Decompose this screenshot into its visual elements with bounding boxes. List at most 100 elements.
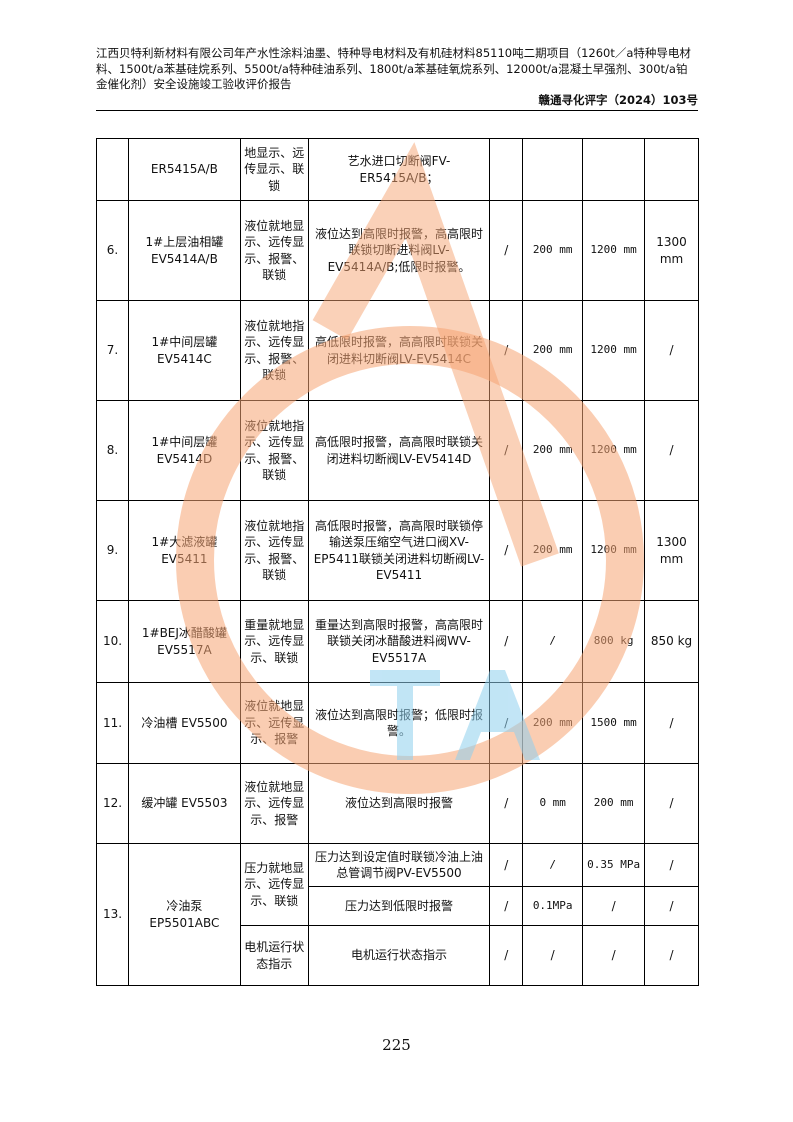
row-number: 9. [96, 500, 129, 601]
row-number: 10. [96, 600, 129, 683]
cell [522, 138, 584, 201]
cell: / [489, 763, 524, 844]
table-row: 13. 冷油泵 EP5501ABC 压力就地显示、远传显示、联锁 压力达到设定值… [96, 843, 699, 986]
table-row: 电机运行状态指示 电机运行状态指示 / / / / [97, 925, 699, 986]
cell: 200 mm [522, 682, 584, 764]
cell: 0.1MPa [522, 886, 584, 926]
control-description: 高低限时报警，高高限时联锁关闭进料切断阀LV-EV5414C [307, 300, 491, 401]
control-description: 电机运行状态指示 [307, 925, 491, 986]
monitoring-type: 液位就地指示、远传显示、报警、联锁 [239, 400, 309, 501]
cell: / [582, 886, 646, 926]
cell [582, 138, 646, 201]
cell: 1300 mm [644, 500, 699, 601]
equipment-name: 1#BEJ冰醋酸罐 EV5517A [127, 600, 241, 683]
cell: / [522, 925, 584, 986]
monitoring-type: 液位就地显示、远传显示、报警 [239, 763, 309, 844]
report-title: 江西贝特利新材料有限公司年产水性涂料油墨、特种导电材料及有机硅材料85110吨二… [96, 46, 691, 91]
control-description: 高低限时报警，高高限时联锁关闭进料切断阀LV-EV5414D [307, 400, 491, 501]
cell: / [489, 682, 524, 764]
equipment-name: 冷油泵 EP5501ABC [127, 843, 241, 986]
cell: 200 mm [522, 500, 584, 601]
cell: 200 mm [522, 300, 584, 401]
equipment-name: 冷油槽 EV5500 [127, 682, 241, 764]
control-description: 艺水进口切断阀FV-ER5415A/B； [307, 138, 491, 201]
cell: 1500 mm [582, 682, 646, 764]
monitoring-type: 地显示、远传显示、联锁 [239, 138, 309, 201]
monitoring-type: 重量就地显示、远传显示、联锁 [239, 600, 309, 683]
table-row: 压力达到低限时报警 / 0.1MPa / / [97, 886, 699, 926]
cell: 1200 mm [582, 500, 646, 601]
monitoring-type: 液位就地指示、远传显示、报警、联锁 [239, 300, 309, 401]
control-description: 液位达到高限时报警，高高限时联锁切断进料阀LV-EV5414A/B;低限时报警。 [307, 200, 491, 301]
cell: 800 kg [582, 600, 646, 683]
cell: / [489, 500, 524, 601]
cell: / [644, 925, 699, 986]
table-row: ER5415A/B 地显示、远传显示、联锁 艺水进口切断阀FV-ER5415A/B； [96, 138, 699, 201]
cell: / [489, 600, 524, 683]
row-number: 11. [96, 682, 129, 764]
safety-interlock-table: ER5415A/B 地显示、远传显示、联锁 艺水进口切断阀FV-ER5415A/B；… [96, 138, 699, 986]
equipment-name: 1#大滤液罐 EV5411 [127, 500, 241, 601]
cell: / [489, 843, 524, 887]
row-number: 13. [96, 843, 129, 986]
table-row: 12. 缓冲罐 EV5503 液位就地显示、远传显示、报警 液位达到高限时报警/0 m… [96, 763, 699, 844]
header-divider [96, 110, 698, 111]
row-number: 6. [96, 200, 129, 301]
cell: 1300 mm [644, 200, 699, 301]
monitoring-type: 电机运行状态指示 [239, 925, 309, 986]
cell [489, 138, 524, 201]
document-number: 赣通寻化评字（2024）103号 [538, 92, 698, 107]
cell: / [644, 763, 699, 844]
cell: 0 mm [522, 763, 584, 844]
cell: / [644, 886, 699, 926]
monitoring-type: 压力就地显示、远传显示、联锁 [239, 843, 309, 926]
row-number: 7. [96, 300, 129, 401]
table-row: 6. 1#上层油相罐 EV5414A/B 液位就地显示、远传显示、报警、联锁 液位达到… [96, 200, 699, 301]
control-description: 高低限时报警，高高限时联锁停输送泵压缩空气进口阀XV-EP5411联锁关闭进料切… [307, 500, 491, 601]
cell: 1200 mm [582, 300, 646, 401]
table-row: 7. 1#中间层罐 EV5414C 液位就地指示、远传显示、报警、联锁 高低限时报警，… [96, 300, 699, 401]
monitoring-type: 液位就地显示、远传显示、报警、联锁 [239, 200, 309, 301]
cell: 1200 mm [582, 200, 646, 301]
cell: / [489, 200, 524, 301]
control-description: 压力达到低限时报警 [307, 886, 491, 926]
cell: 850 kg [644, 600, 699, 683]
monitoring-type: 液位就地显示、远传显示、报警 [239, 682, 309, 764]
table-row: 10. 1#BEJ冰醋酸罐 EV5517A 重量就地显示、远传显示、联锁 重量达到高限… [96, 600, 699, 683]
cell: / [489, 300, 524, 401]
cell [644, 138, 699, 201]
table-row: 8. 1#中间层罐 EV5414D 液位就地指示、远传显示、报警、联锁 高低限时报警，… [96, 400, 699, 501]
report-header: 江西贝特利新材料有限公司年产水性涂料油墨、特种导电材料及有机硅材料85110吨二… [96, 46, 698, 108]
cell: / [644, 400, 699, 501]
row-number: 8. [96, 400, 129, 501]
table-row: 11. 冷油槽 EV5500 液位就地显示、远传显示、报警 液位达到高限时报警；低限时… [96, 682, 699, 764]
control-description: 液位达到高限时报警；低限时报警。 [307, 682, 491, 764]
cell: / [644, 300, 699, 401]
cell: / [644, 843, 699, 887]
equipment-name: 1#中间层罐 EV5414C [127, 300, 241, 401]
cell: / [644, 682, 699, 764]
cell: / [522, 843, 584, 887]
control-description: 液位达到高限时报警 [307, 763, 491, 844]
equipment-name: ER5415A/B [127, 138, 241, 201]
cell: / [489, 886, 524, 926]
cell: 0.35 MPa [582, 843, 646, 887]
equipment-name: 1#中间层罐 EV5414D [127, 400, 241, 501]
cell: / [489, 400, 524, 501]
equipment-name: 1#上层油相罐 EV5414A/B [127, 200, 241, 301]
page-number: 225 [382, 1036, 411, 1054]
cell: 200 mm [522, 400, 584, 501]
control-description: 重量达到高限时报警，高高限时联锁关闭冰醋酸进料阀WV-EV5517A [307, 600, 491, 683]
cell: / [489, 925, 524, 986]
cell: 1200 mm [582, 400, 646, 501]
cell: 200 mm [522, 200, 584, 301]
equipment-name: 缓冲罐 EV5503 [127, 763, 241, 844]
table-row: 9. 1#大滤液罐 EV5411 液位就地指示、远传显示、报警、联锁 高低限时报警，高… [96, 500, 699, 601]
cell: / [522, 600, 584, 683]
row-number [96, 138, 129, 201]
monitoring-type: 液位就地指示、远传显示、报警、联锁 [239, 500, 309, 601]
control-description: 压力达到设定值时联锁冷油上油总管调节阀PV-EV5500 [307, 843, 491, 887]
cell: / [582, 925, 646, 986]
cell: 200 mm [582, 763, 646, 844]
